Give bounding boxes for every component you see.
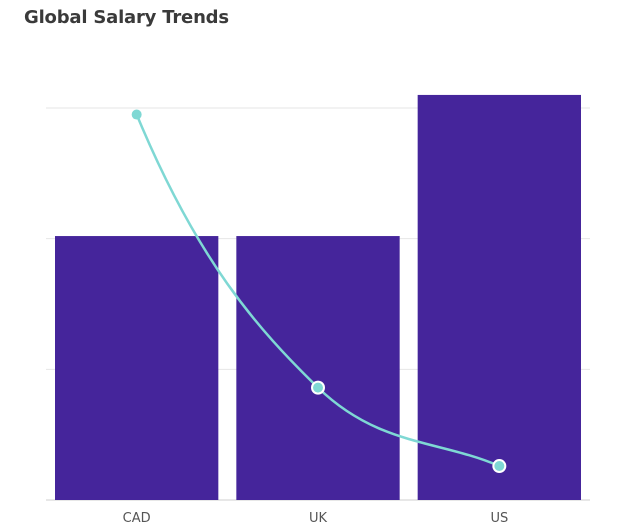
x-axis-ticks: CAD UK US <box>123 511 509 526</box>
line-point-cad <box>131 109 142 120</box>
line-path <box>135 114 500 468</box>
line-series <box>131 109 507 474</box>
line-point-us <box>492 459 507 474</box>
x-tick-label: US <box>490 511 508 526</box>
bar-cad <box>55 236 219 500</box>
line-point-uk <box>311 380 325 395</box>
chart-title: Global Salary Trends <box>24 7 229 28</box>
bar-uk <box>236 236 400 500</box>
x-tick-label: UK <box>309 511 328 526</box>
bar-us <box>417 94 581 500</box>
x-tick-label: CAD <box>123 511 151 526</box>
bar-series <box>55 94 581 500</box>
